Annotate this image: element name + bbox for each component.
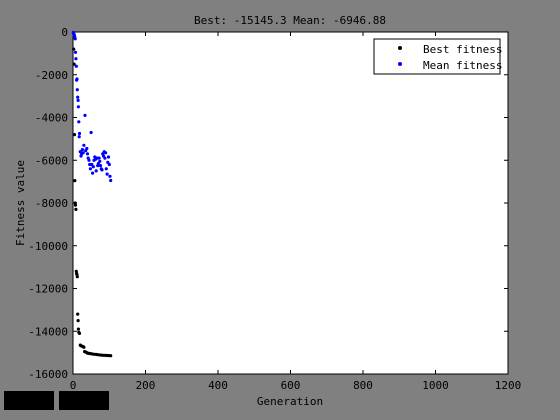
y-tick-label: -4000 [35, 112, 68, 125]
x-tick-label: 0 [70, 379, 77, 392]
mean-fitness-point [97, 156, 101, 160]
mean-fitness-point [104, 167, 108, 171]
mean-fitness-point [105, 172, 109, 176]
y-tick-label: -8000 [35, 197, 68, 210]
mean-fitness-point [73, 50, 78, 54]
x-tick-label: 400 [208, 379, 228, 392]
plot-area [72, 31, 509, 375]
mean-fitness-point [94, 169, 98, 173]
best-fitness-point [76, 312, 80, 316]
mean-fitness-point [91, 165, 95, 169]
y-tick-label: -16000 [28, 368, 68, 381]
mean-fitness-point [80, 148, 84, 152]
toolbar-button-right[interactable] [59, 391, 109, 410]
legend-box [373, 38, 501, 75]
mean-fitness-point [89, 130, 93, 135]
mean-fitness-point [76, 95, 80, 99]
x-tick-label: 800 [353, 379, 373, 392]
best-fitness-point [73, 179, 77, 183]
mean-fitness-point [109, 178, 113, 183]
best-fitness-point [77, 331, 82, 335]
mean-fitness-point [107, 162, 111, 167]
y-tick-label: -12000 [28, 283, 68, 296]
x-axis-label: Generation [257, 395, 323, 408]
best-fitness-point [109, 354, 113, 358]
best-fitness-point [76, 327, 80, 331]
x-tick-label: 200 [136, 379, 156, 392]
mean-fitness-point [100, 168, 104, 172]
best-fitness-point [75, 275, 79, 279]
toolbar-button-left[interactable] [4, 391, 54, 410]
legend-label-mean: Mean fitness [423, 59, 502, 72]
axis-ticks: 0 200 400 600 800 1000 1200 0 -2000 -4000 -6000 -80… [28, 26, 521, 392]
mean-fitness-point [77, 131, 82, 136]
mean-fitness-point [76, 98, 80, 102]
best-fitness-point [72, 133, 77, 137]
mean-fitness-point [82, 143, 86, 147]
x-tick-label: 1000 [422, 379, 449, 392]
mean-fitness-point [88, 167, 92, 171]
best-fitness-point [72, 47, 76, 51]
y-tick-label: -6000 [35, 154, 68, 167]
mean-fitness-point [106, 155, 111, 159]
legend: Best fitness Mean fitness [373, 38, 502, 75]
chart-title: Best: -15145.3 Mean: -6946.88 [194, 14, 386, 27]
mean-fitness-point [85, 146, 89, 151]
legend-marker-mean [398, 62, 402, 66]
mean-fitness-point [77, 120, 81, 124]
mean-fitness-point [98, 159, 102, 163]
best-fitness-point [82, 345, 86, 349]
mean-fitness-point [75, 88, 79, 92]
y-tick-label: -10000 [28, 240, 68, 253]
mean-fitness-point [87, 158, 91, 162]
data-points [71, 30, 113, 358]
mean-fitness-point [74, 57, 78, 61]
mean-fitness-point [85, 152, 90, 156]
mean-fitness-point [98, 164, 103, 168]
best-fitness-point [73, 203, 78, 207]
mean-fitness-point [103, 156, 107, 160]
mean-fitness-point [76, 105, 80, 109]
y-tick-label: -2000 [35, 69, 68, 82]
mean-fitness-point [73, 37, 77, 41]
mean-fitness-point [95, 156, 99, 160]
best-fitness-point [72, 62, 76, 66]
mean-fitness-point [75, 77, 79, 81]
mean-fitness-point [81, 151, 85, 155]
x-tick-label: 1200 [495, 379, 522, 392]
mean-fitness-point [104, 151, 108, 155]
legend-label-best: Best fitness [423, 43, 502, 56]
x-tick-label: 600 [281, 379, 301, 392]
best-fitness-point [74, 207, 78, 211]
best-fitness-point [76, 319, 80, 323]
mean-fitness-point [91, 171, 95, 175]
mean-fitness-point [74, 64, 78, 68]
mean-fitness-point [77, 135, 81, 139]
y-axis-label: Fitness value [14, 160, 27, 246]
y-tick-label: 0 [61, 26, 68, 39]
mean-fitness-point [83, 113, 87, 117]
legend-marker-best [398, 46, 402, 50]
mean-fitness-point [108, 174, 112, 178]
y-tick-label: -14000 [28, 325, 68, 338]
